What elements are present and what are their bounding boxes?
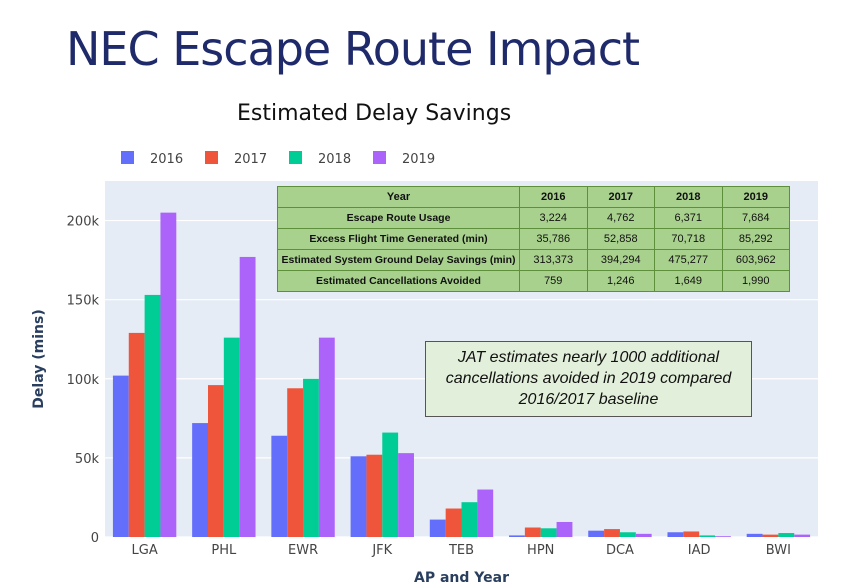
bar-jfk-2016 [350,456,367,537]
bar-dca-2018 [619,532,636,537]
bar-phl-2017 [207,385,224,537]
table-cell: 4,762 [586,207,655,229]
x-axis-title: AP and Year [414,570,509,586]
table-row-label: Estimated Cancellations Avoided [277,270,520,292]
bar-bwi-2019 [794,534,811,537]
table-cell: 7,684 [721,207,790,229]
table-cell: 1,990 [721,270,790,292]
table-row: Estimated Cancellations Avoided 759 1,24… [277,270,790,292]
table-header-cell: Year [277,186,520,208]
annotation-box: JAT estimates nearly 1000 additional can… [425,341,752,417]
table-cell: 475,277 [654,249,723,271]
table-cell: 70,718 [654,228,723,250]
table-row: Escape Route Usage 3,224 4,762 6,371 7,6… [277,207,790,229]
legend-swatch-2019 [373,151,386,164]
x-tick-label: DCA [606,543,634,558]
bar-ewr-2016 [271,435,288,537]
bar-lga-2019 [160,212,177,537]
table-header-cell: 2019 [721,186,790,208]
table-header-row: Year 2016 2017 2018 2019 [277,186,790,208]
legend-label-2017: 2017 [234,152,267,167]
bar-iad-2017 [683,531,700,537]
x-tick-label: TEB [448,543,474,558]
x-tick-label: EWR [288,543,318,558]
table-row-label: Estimated System Ground Delay Savings (m… [277,249,520,271]
bar-lga-2018 [144,294,161,537]
bar-iad-2016 [667,532,684,537]
bar-phl-2019 [239,256,256,537]
table-cell: 3,224 [519,207,588,229]
bar-teb-2016 [429,519,446,537]
table-cell: 52,858 [586,228,655,250]
y-tick-label: 150k [67,294,100,309]
table-header-cell: 2016 [519,186,588,208]
x-tick-label: JFK [371,543,392,558]
x-tick-label: PHL [211,543,237,558]
x-tick-label: LGA [132,543,158,558]
table-row: Estimated System Ground Delay Savings (m… [277,249,790,271]
bar-hpn-2017 [524,527,541,537]
data-table: Year 2016 2017 2018 2019 Escape Route Us… [277,186,790,292]
bar-iad-2019 [715,536,731,537]
table-cell: 1,246 [586,270,655,292]
bar-hpn-2019 [556,521,573,537]
bar-teb-2018 [461,502,478,537]
legend-label-2018: 2018 [318,152,351,167]
bar-phl-2018 [223,337,240,537]
bar-bwi-2016 [746,533,763,537]
bar-lga-2017 [128,332,145,537]
table-header-cell: 2018 [654,186,723,208]
slide-title: NEC Escape Route Impact [66,22,640,76]
legend-swatch-2016 [121,151,134,164]
legend-swatch-2017 [205,151,218,164]
legend-label-2016: 2016 [150,152,183,167]
bar-ewr-2018 [303,378,319,537]
x-tick-label: BWI [766,543,791,558]
bar-jfk-2018 [382,432,399,537]
bar-jfk-2019 [398,453,414,537]
y-tick-label: 0 [91,531,99,546]
x-tick-label: IAD [688,543,711,558]
bar-teb-2017 [445,508,462,537]
x-tick-label: HPN [527,543,554,558]
table-cell: 35,786 [519,228,588,250]
bar-ewr-2017 [287,388,304,537]
table-cell: 6,371 [654,207,723,229]
annotation-line: 2016/2017 baseline [518,391,659,408]
legend-label-2019: 2019 [402,152,435,167]
bar-dca-2017 [604,529,620,537]
table-cell: 1,649 [654,270,723,292]
bar-lga-2016 [112,375,129,537]
bar-teb-2019 [477,489,494,537]
bar-bwi-2017 [762,534,779,537]
bar-ewr-2019 [318,337,335,537]
table-header-cell: 2017 [586,186,655,208]
chart-title: Estimated Delay Savings [237,101,512,126]
bar-dca-2019 [635,533,652,537]
y-axis-title: Delay (mins) [31,309,47,408]
y-tick-label: 200k [67,215,100,230]
bar-bwi-2018 [778,533,795,537]
table-cell: 394,294 [586,249,655,271]
annotation-line: JAT estimates nearly 1000 additional [457,349,720,366]
table-row-label: Excess Flight Time Generated (min) [277,228,520,250]
table-row: Excess Flight Time Generated (min) 35,78… [277,228,790,250]
bar-iad-2018 [699,535,716,537]
annotation-line: cancellations avoided in 2019 compared [445,370,732,387]
bar-dca-2016 [588,530,605,537]
table-cell: 603,962 [721,249,790,271]
bar-hpn-2018 [540,528,557,537]
table-cell: 85,292 [721,228,790,250]
bar-jfk-2017 [366,454,383,537]
bar-hpn-2016 [509,535,525,537]
table-cell: 313,373 [519,249,588,271]
table-row-label: Escape Route Usage [277,207,520,229]
legend-swatch-2018 [289,151,302,164]
y-tick-label: 100k [67,373,100,388]
table-cell: 759 [519,270,588,292]
bar-phl-2016 [192,423,208,537]
y-tick-label: 50k [75,452,100,467]
